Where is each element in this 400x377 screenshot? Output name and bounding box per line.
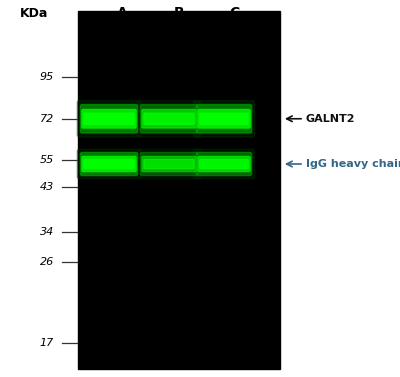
- FancyBboxPatch shape: [144, 113, 194, 124]
- Text: B: B: [174, 6, 184, 20]
- Text: A: A: [117, 6, 127, 20]
- FancyBboxPatch shape: [194, 101, 255, 137]
- FancyBboxPatch shape: [198, 156, 250, 172]
- FancyBboxPatch shape: [196, 104, 252, 133]
- Text: 95: 95: [40, 72, 54, 82]
- Text: 55: 55: [40, 155, 54, 165]
- FancyBboxPatch shape: [140, 104, 198, 133]
- Text: C: C: [229, 6, 239, 20]
- FancyBboxPatch shape: [82, 109, 136, 128]
- Text: KDa: KDa: [20, 7, 48, 20]
- FancyBboxPatch shape: [140, 152, 198, 176]
- FancyBboxPatch shape: [194, 149, 255, 179]
- FancyBboxPatch shape: [142, 109, 196, 128]
- FancyBboxPatch shape: [84, 113, 134, 124]
- FancyBboxPatch shape: [200, 159, 248, 169]
- FancyBboxPatch shape: [82, 156, 136, 172]
- FancyBboxPatch shape: [77, 149, 141, 179]
- FancyBboxPatch shape: [77, 101, 141, 137]
- FancyBboxPatch shape: [200, 113, 248, 124]
- FancyBboxPatch shape: [137, 149, 201, 179]
- FancyBboxPatch shape: [144, 159, 194, 169]
- FancyBboxPatch shape: [196, 152, 252, 176]
- Text: 26: 26: [40, 257, 54, 267]
- FancyBboxPatch shape: [80, 104, 138, 133]
- Bar: [78, 11, 280, 369]
- FancyBboxPatch shape: [80, 152, 138, 176]
- FancyBboxPatch shape: [142, 156, 196, 172]
- FancyBboxPatch shape: [198, 109, 250, 128]
- FancyBboxPatch shape: [84, 159, 134, 169]
- Text: GALNT2: GALNT2: [306, 114, 356, 124]
- Text: 43: 43: [40, 182, 54, 192]
- FancyBboxPatch shape: [137, 101, 201, 137]
- Text: 72: 72: [40, 114, 54, 124]
- Text: 17: 17: [40, 338, 54, 348]
- Text: 34: 34: [40, 227, 54, 237]
- Text: IgG heavy chain: IgG heavy chain: [306, 159, 400, 169]
